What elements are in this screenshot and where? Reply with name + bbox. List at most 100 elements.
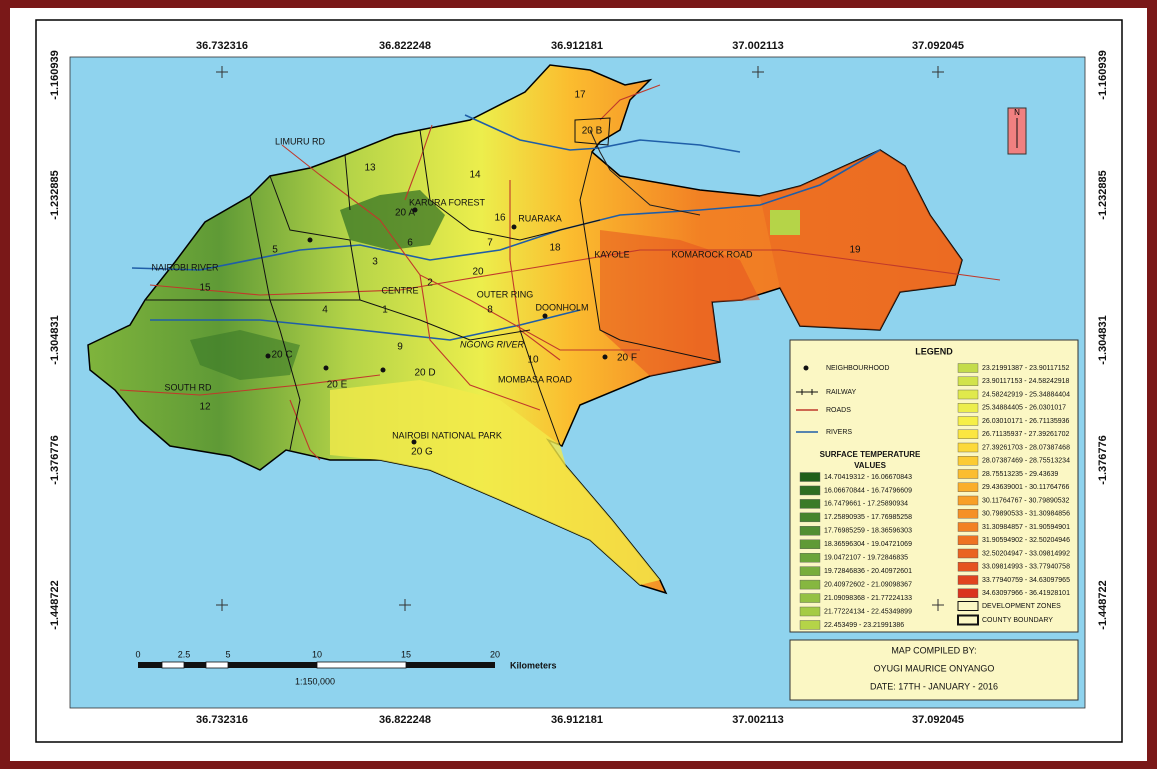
place-label: 20 D <box>414 368 435 379</box>
legend-label: 31.30984857 - 31.90594901 <box>982 524 1070 531</box>
legend-label: 32.50204947 - 33.09814992 <box>982 550 1070 557</box>
place-label: 20 F <box>617 353 637 364</box>
place-label: KARURA FOREST <box>409 197 486 207</box>
legend-label: 28.75513235 - 29.43639 <box>982 471 1058 478</box>
place-label: 20 A <box>395 208 415 219</box>
legend-label: 26.03010171 - 26.71135936 <box>982 418 1070 425</box>
latitude-label: -1.232885 <box>1097 170 1109 220</box>
legend-swatch <box>957 601 979 611</box>
neighbourhood-points <box>265 207 608 445</box>
rivers <box>131 114 881 341</box>
longitude-label: 37.092045 <box>912 714 964 726</box>
longitude-label: 36.912181 <box>551 714 603 726</box>
legend-swatch <box>799 606 821 617</box>
legend-label: 16.7479661 - 17.25890934 <box>824 501 908 508</box>
legend-swatch <box>799 553 821 563</box>
legend-label: 24.58242919 - 25.34884404 <box>982 391 1070 398</box>
scale-tick-label: 0 <box>135 649 140 659</box>
legend-label: 21.09098368 - 21.77224133 <box>824 595 912 602</box>
scale-tick-label: 2.5 <box>178 649 191 659</box>
legend-label: 29.43639001 - 30.11764766 <box>982 484 1070 491</box>
legend-label: 23.21991387 - 23.90117152 <box>982 365 1070 372</box>
scale-tick-label: 20 <box>490 649 500 659</box>
legend-label: 27.39261703 - 28.07387468 <box>982 444 1070 451</box>
legend-swatch <box>957 535 979 545</box>
hot-zone <box>600 230 760 376</box>
forest-patch <box>190 330 300 380</box>
legend-swatch <box>957 469 979 479</box>
legend-label: 26.71135937 - 27.39261702 <box>982 431 1070 438</box>
latitude-label: -1.448722 <box>1097 580 1109 630</box>
graticule-cross <box>216 599 228 611</box>
place-label: 20 E <box>327 380 348 391</box>
legend-label: 33.77940759 - 34.63097965 <box>982 577 1070 584</box>
scale-tick-label: 15 <box>401 649 411 659</box>
place-label: 16 <box>494 213 506 224</box>
legend-symbol <box>796 389 818 395</box>
longitude-label: 36.822248 <box>379 40 431 52</box>
legend-subtitle: SURFACE TEMPERATURE <box>820 450 921 459</box>
north-arrow-box <box>1007 107 1027 155</box>
legend-swatch <box>957 482 979 492</box>
place-label: LIMURU RD <box>275 136 326 146</box>
place-label: 18 <box>549 243 561 254</box>
place-label: NGONG RIVER <box>460 339 525 349</box>
legend-swatch <box>957 389 979 400</box>
map-border <box>35 19 1123 743</box>
legend-swatch <box>957 575 979 585</box>
legend-swatch <box>957 429 979 439</box>
latitude-label: -1.232885 <box>49 170 61 220</box>
place-label: SOUTH RD <box>165 382 213 392</box>
place-label: 1 <box>382 305 388 316</box>
legend-label: 33.09814993 - 33.77940758 <box>982 564 1070 571</box>
legend-swatch <box>957 522 979 532</box>
legend-label: RAILWAY <box>826 389 857 396</box>
legend-swatch <box>799 472 821 482</box>
place-label: DOONHOLM <box>535 302 588 312</box>
legend-swatch <box>957 548 979 559</box>
legend-swatch <box>957 376 979 386</box>
credit-text: OYUGI MAURICE ONYANGO <box>874 663 995 673</box>
legend-swatch <box>957 416 979 426</box>
place-label: KAYOLE <box>594 249 629 259</box>
legend-box <box>789 339 1079 633</box>
place-label: 4 <box>322 305 328 316</box>
roads <box>119 84 1001 461</box>
place-label: 14 <box>469 170 481 181</box>
longitude-label: 36.822248 <box>379 714 431 726</box>
legend-swatch <box>799 485 821 496</box>
graticule-cross <box>932 66 944 78</box>
legend-label: DEVELOPMENT ZONES <box>982 603 1061 610</box>
place-label: NAIROBI RIVER <box>151 262 219 272</box>
legend-swatch <box>799 499 821 509</box>
place-label: 20 G <box>411 447 433 458</box>
credit-text: DATE: 17TH - JANUARY - 2016 <box>870 681 998 691</box>
national-park <box>330 380 660 585</box>
place-label: 20 <box>472 267 484 278</box>
longitude-label: 36.732316 <box>196 714 248 726</box>
place-label: 10 <box>527 355 539 366</box>
place-label: 3 <box>372 257 378 268</box>
legend-label: 19.0472107 - 19.72846835 <box>824 555 908 562</box>
railway <box>589 129 701 216</box>
latitude-label: -1.376776 <box>49 435 61 485</box>
place-label: OUTER RING <box>477 289 534 299</box>
legend-label: 28.07387469 - 28.75513234 <box>982 458 1070 465</box>
legend-label: 17.76985259 - 18.36596303 <box>824 528 912 535</box>
hot-zone <box>760 150 962 330</box>
legend-label: 19.72846836 - 20.40972601 <box>824 568 912 575</box>
legend-label: 30.11764767 - 30.79890532 <box>982 497 1070 504</box>
legend-label: 22.453499 - 23.21991386 <box>824 622 904 629</box>
legend-label: 16.06670844 - 16.74796609 <box>824 487 912 494</box>
place-label: 19 <box>849 245 861 256</box>
legend-swatch <box>957 363 979 373</box>
legend-label: 18.36596304 - 19.04721069 <box>824 541 912 548</box>
legend-title: LEGEND <box>915 346 953 356</box>
legend-swatch <box>799 526 821 536</box>
latitude-label: -1.448722 <box>49 580 61 630</box>
place-label: KOMAROCK ROAD <box>671 249 753 259</box>
place-label: 12 <box>199 402 211 413</box>
legend-label: RIVERS <box>826 429 852 436</box>
legend-subtitle: VALUES <box>854 461 887 470</box>
legend-label: ROADS <box>826 407 851 414</box>
